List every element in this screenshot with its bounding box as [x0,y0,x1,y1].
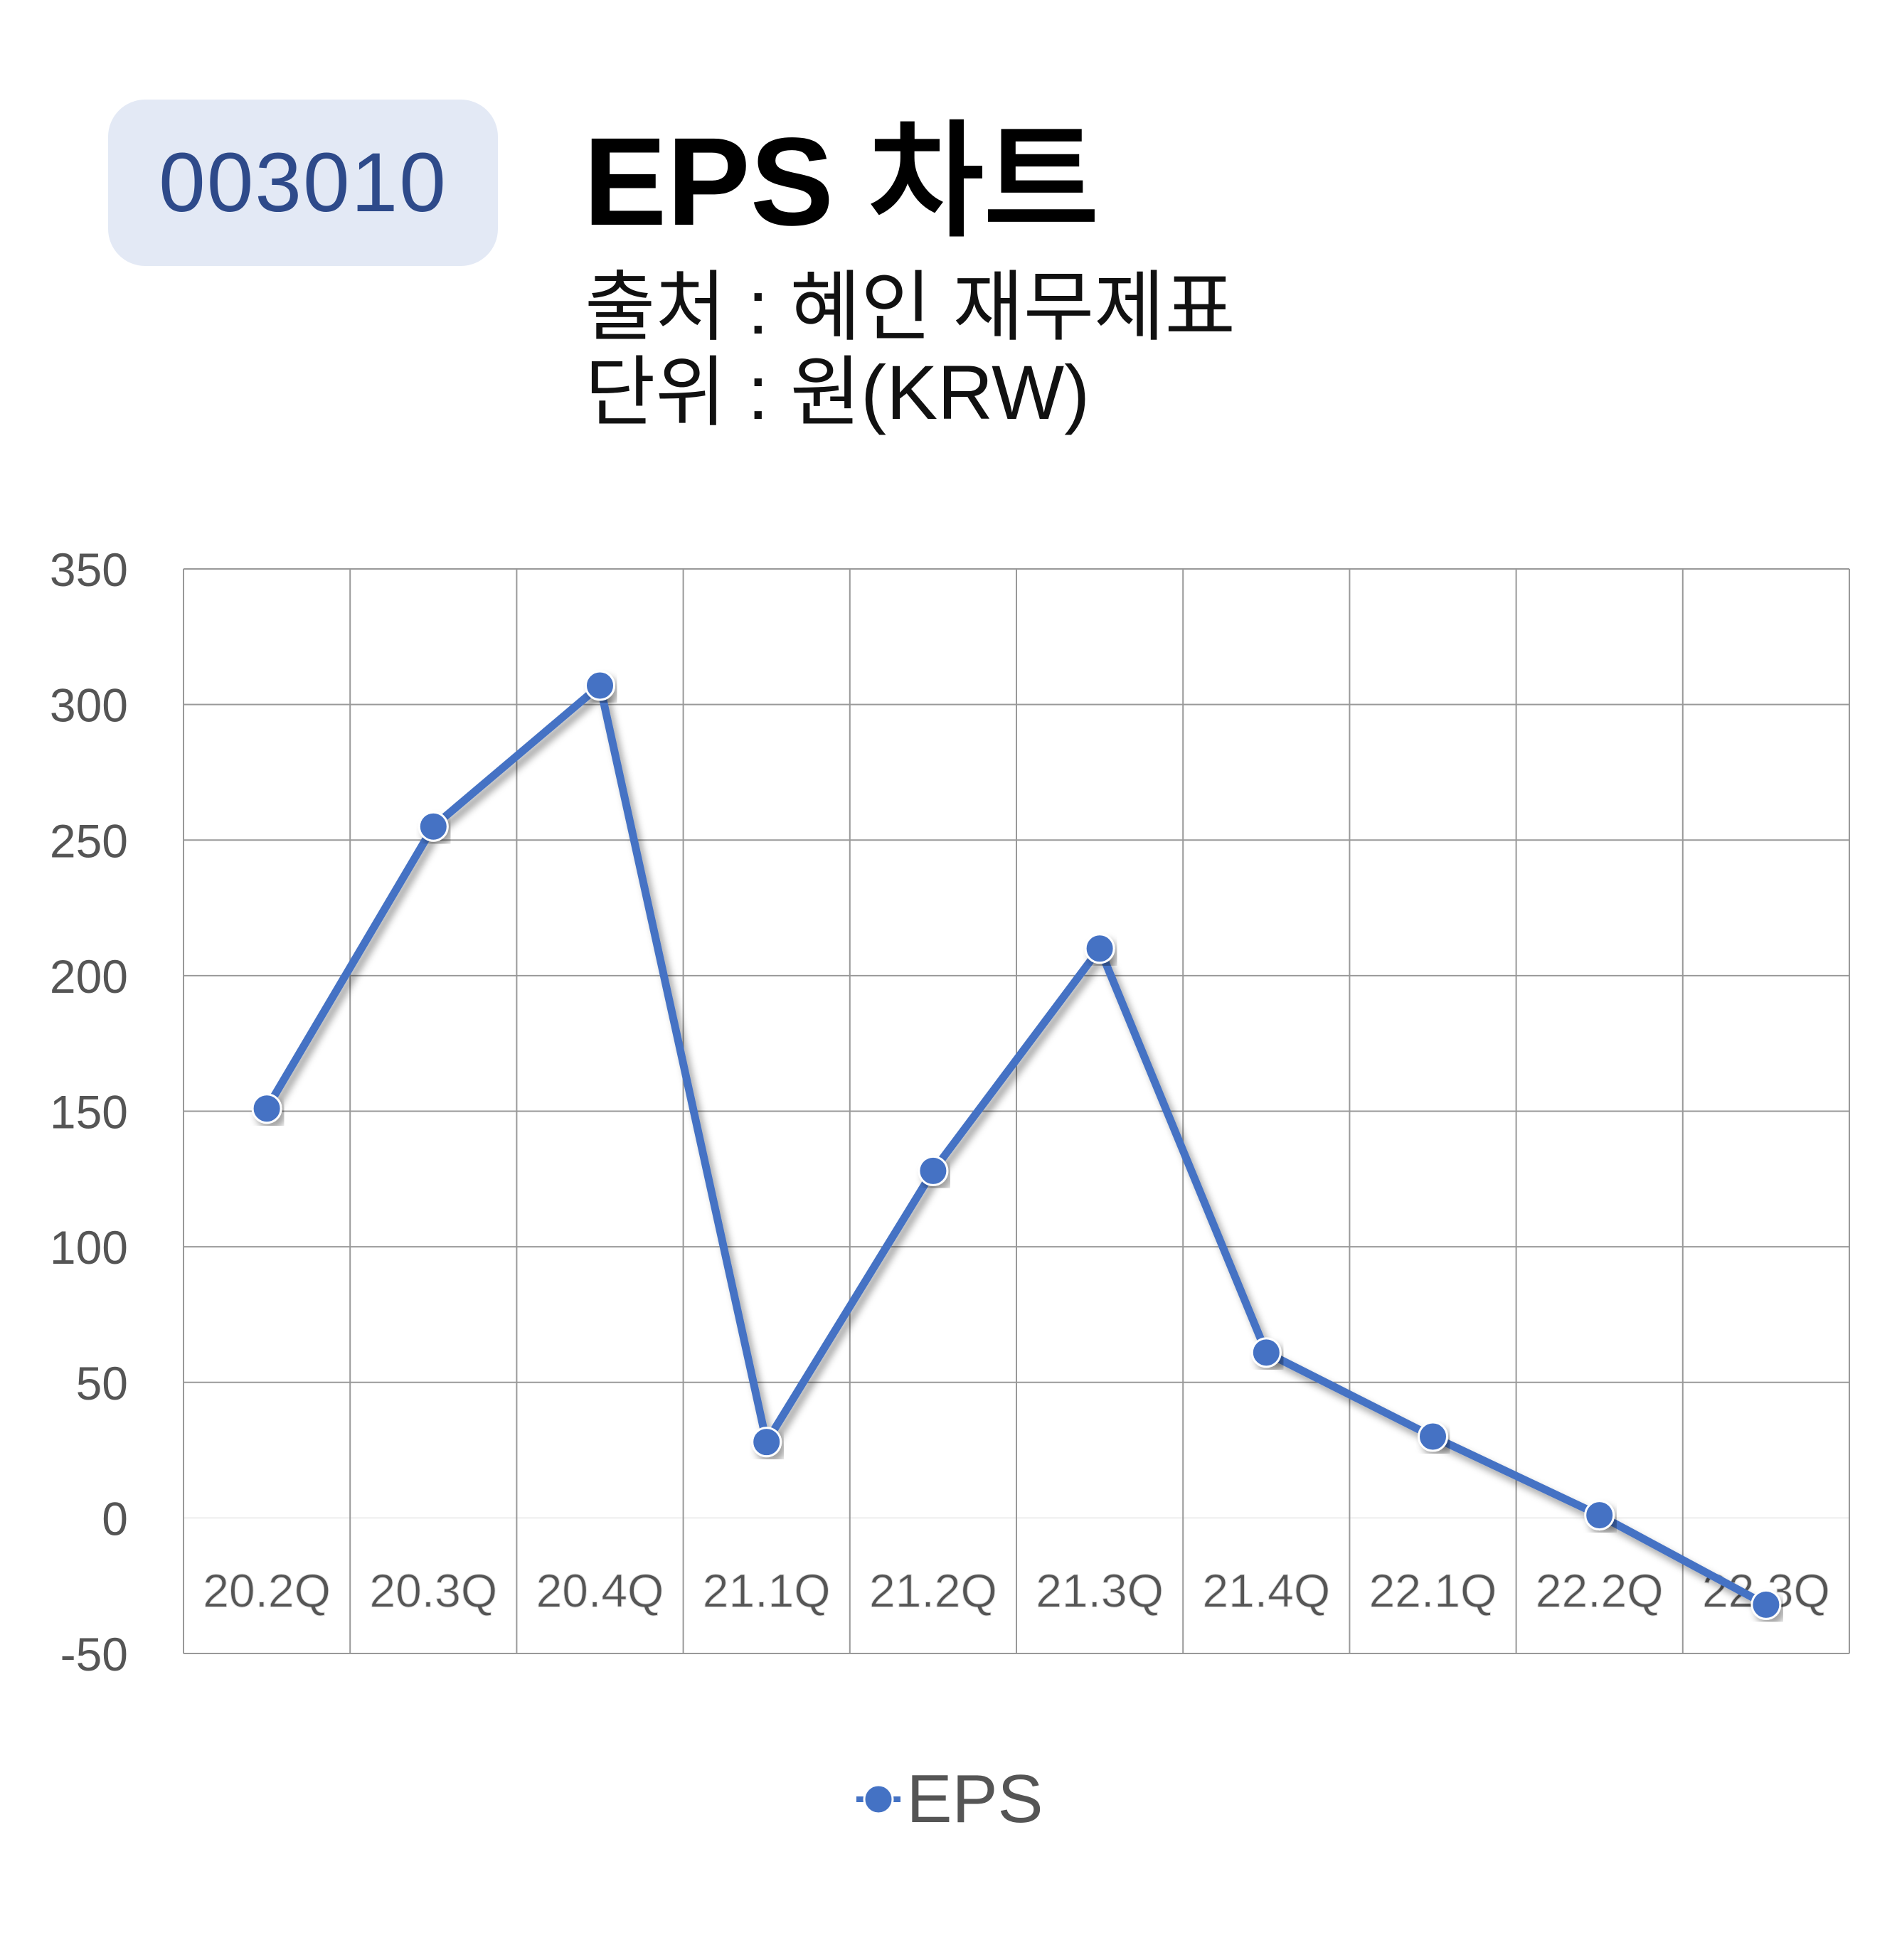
x-tick-label: 21.3Q [1036,1564,1164,1617]
y-tick-label: 100 [50,1221,128,1274]
x-tick-label: 20.3Q [369,1564,497,1617]
data-point-eps [585,670,615,701]
x-tick-label: 22.1Q [1369,1564,1497,1617]
data-point-eps [918,1155,949,1186]
x-tick-label: 20.4Q [536,1564,664,1617]
data-point-eps [1084,933,1115,964]
grid-lines [183,568,1850,1654]
y-tick-label: 350 [50,543,128,596]
y-tick-label: 300 [50,679,128,732]
x-axis-labels: 20.2Q 20.3Q 20.4Q 21.1Q 21.2Q 21.3Q 21.4Q 22.1Q… [203,1564,1831,1617]
y-tick-label: 0 [102,1492,128,1545]
data-point-eps [251,1093,282,1124]
x-tick-label: 21.2Q [869,1564,997,1617]
chart-title: EPS 차트 [583,112,1099,252]
y-tick-label: 50 [76,1357,128,1410]
data-point-eps [751,1427,782,1458]
series-eps [251,670,1782,1620]
ticker-code: 003010 [159,136,447,230]
data-point-eps [418,811,449,842]
x-tick-label: 21.4Q [1202,1564,1330,1617]
data-point-eps [1584,1500,1615,1531]
y-tick-label: -50 [60,1628,128,1681]
data-point-eps [1418,1421,1448,1452]
legend: EPS [0,1765,1897,1833]
legend-marker-icon [856,1784,901,1815]
x-tick-label: 21.1Q [703,1564,831,1617]
data-point-eps [1250,1337,1282,1368]
y-axis-labels: 350 300 250 200 150 100 50 0 -50 [50,543,128,1681]
x-tick-label: 20.2Q [203,1564,331,1617]
y-tick-label: 150 [50,1086,128,1139]
legend-label-eps: EPS [906,1761,1043,1837]
data-point-eps [1750,1589,1782,1620]
source-label: 출처 : 혜인 재무제표 [585,264,1236,350]
unit-label: 단위 : 원(KRW) [585,349,1090,435]
y-tick-label: 250 [50,814,128,867]
series-line-eps [262,681,1770,1609]
x-tick-label: 22.2Q [1536,1564,1664,1617]
y-tick-label: 200 [50,950,128,1003]
ticker-badge: 003010 [108,100,498,266]
